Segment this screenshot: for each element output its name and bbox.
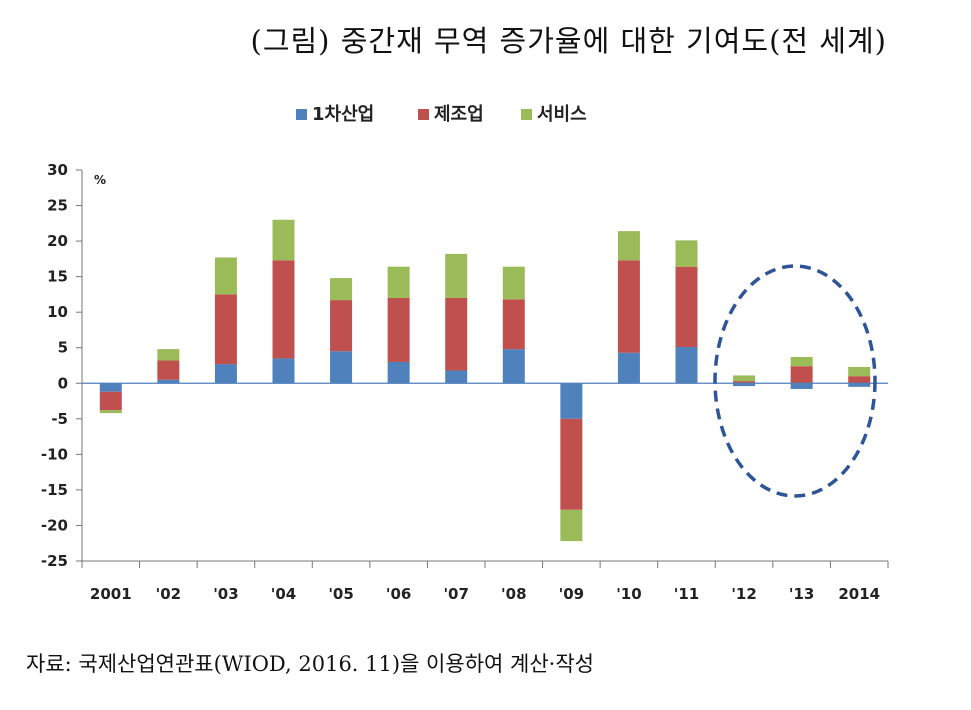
bar-segment — [214, 364, 237, 384]
bar-segment — [214, 294, 237, 365]
x-tick-label: '05 — [328, 585, 353, 603]
x-tick-label: '12 — [731, 585, 756, 603]
bar-segment — [157, 379, 180, 384]
bar-segment — [330, 351, 353, 384]
bar-segment — [445, 297, 468, 371]
legend-swatch — [521, 109, 532, 120]
bar-segment — [848, 366, 871, 377]
bar-segment — [157, 349, 180, 361]
source-note: 자료: 국제산업연관표(WIOD, 2016. 11)을 이용하여 계산·작성 — [26, 652, 594, 676]
y-tick-label: 20 — [47, 232, 68, 250]
y-tick-label: -5 — [51, 410, 68, 428]
x-tick-label: '11 — [674, 585, 699, 603]
bar-segment — [99, 383, 122, 392]
bar-segment — [272, 358, 295, 384]
y-tick-label: -15 — [41, 481, 68, 499]
highlight-ellipse — [713, 264, 877, 498]
legend-swatch — [296, 109, 307, 120]
bar-segment — [387, 266, 410, 298]
bars — [99, 219, 871, 542]
bar-segment — [272, 219, 295, 261]
y-tick-label: -10 — [41, 445, 68, 463]
bar-segment — [99, 410, 122, 414]
y-tick-label: 30 — [47, 161, 68, 179]
legend-label: 제조업 — [434, 104, 484, 125]
bar-segment — [502, 349, 525, 384]
bar-segment — [733, 383, 756, 387]
bar-segment — [617, 352, 640, 384]
x-tick-label: '10 — [616, 585, 641, 603]
chart-legend: 1차산업 제조업 서비스 — [296, 104, 587, 125]
x-tick-label: '02 — [156, 585, 181, 603]
bar-segment — [502, 299, 525, 350]
y-tick-label: 10 — [47, 303, 68, 321]
y-tick-label: 5 — [58, 339, 68, 357]
x-tick-label: '08 — [501, 585, 526, 603]
bar-segment — [502, 266, 525, 300]
x-tick-label: '03 — [213, 585, 238, 603]
bar-segment — [617, 260, 640, 353]
figure-title: (그림) 중간재 무역 증가율에 대한 기여도(전 세계) — [250, 24, 887, 58]
x-tick-label: '13 — [789, 585, 814, 603]
bar-segment — [387, 361, 410, 384]
bar-segment — [733, 381, 756, 384]
x-tick-label: '04 — [271, 585, 296, 603]
bar-segment — [560, 383, 583, 419]
bar-segment — [330, 278, 353, 301]
legend-swatch — [418, 109, 429, 120]
x-tick-label: '07 — [443, 585, 468, 603]
bar-segment — [560, 509, 583, 542]
bar-segment — [848, 376, 871, 384]
bar-segment — [790, 383, 813, 389]
x-tick-label: '09 — [559, 585, 584, 603]
y-axis: -25 -20 -15 -10 -5 0 5 10 15 20 25 30 — [41, 161, 83, 570]
bar-segment — [790, 356, 813, 367]
bar-segment — [272, 260, 295, 359]
bar-segment — [560, 418, 583, 510]
bar-segment — [617, 231, 640, 261]
y-tick-label: -20 — [41, 516, 68, 534]
y-tick-label: 15 — [47, 268, 68, 286]
bar-segment — [790, 366, 813, 384]
bar-segment — [214, 257, 237, 295]
y-axis-unit: % — [94, 173, 106, 187]
y-tick-label: 25 — [47, 197, 68, 215]
bar-segment — [99, 391, 122, 411]
bar-segment — [157, 360, 180, 380]
bar-segment — [330, 300, 353, 352]
bar-segment — [387, 297, 410, 362]
legend-label: 1차산업 — [312, 104, 374, 125]
x-tick-label: 2001 — [90, 585, 132, 603]
bar-segment — [733, 375, 756, 382]
bar-segment — [848, 383, 871, 387]
bar-segment — [675, 266, 698, 348]
y-tick-label: -25 — [41, 552, 68, 570]
y-tick-label: 0 — [58, 374, 68, 392]
legend-label: 서비스 — [537, 104, 587, 125]
x-axis: 2001 '02 '03 '04 '05 '06 '07 '08 '09 '10 '11 '12 '13… — [81, 382, 889, 603]
stacked-bar-chart: 1차산업 제조업 서비스 % -25-20-15-10-5051015202530 … — [41, 104, 889, 603]
bar-segment — [445, 370, 468, 384]
x-tick-label: 2014 — [838, 585, 880, 603]
x-tick-label: '06 — [386, 585, 411, 603]
bar-segment — [675, 240, 698, 267]
bar-segment — [675, 347, 698, 384]
bar-segment — [445, 253, 468, 298]
